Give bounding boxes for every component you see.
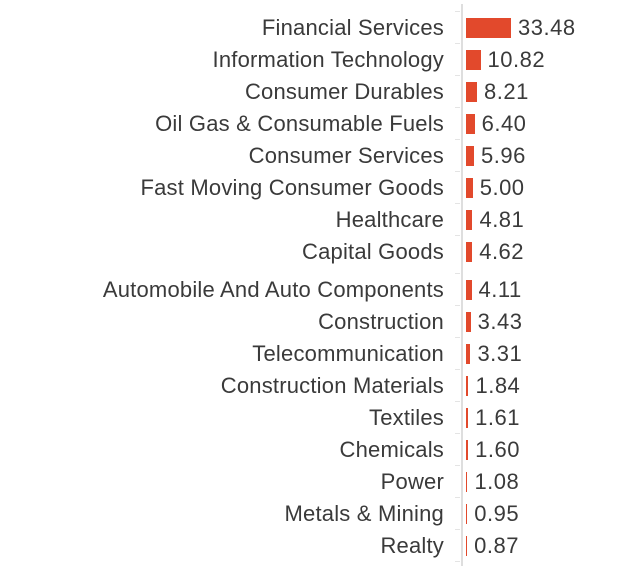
chart-row: Financial Services 33.48 xyxy=(0,11,617,44)
value-label: 33.48 xyxy=(518,15,576,40)
value-bar xyxy=(466,50,481,70)
value-bar xyxy=(466,408,469,428)
chart-row: Textiles 1.61 xyxy=(0,401,617,434)
value-label: 8.21 xyxy=(484,79,529,104)
chart-row: Construction 3.43 xyxy=(0,305,617,338)
value-label: 6.40 xyxy=(481,111,527,136)
category-label: Consumer Durables xyxy=(244,79,444,104)
category-label: Construction Materials xyxy=(220,373,444,398)
bar-track: 5.96 xyxy=(466,140,526,172)
bar-track: 0.95 xyxy=(466,498,519,530)
category-label: Construction xyxy=(318,309,444,334)
value-bar xyxy=(466,18,511,38)
value-label: 1.60 xyxy=(475,437,520,462)
category-label: Healthcare xyxy=(335,207,444,232)
chart-row: Consumer Services 5.96 xyxy=(0,139,617,172)
bar-track: 4.81 xyxy=(466,204,524,236)
bar-track: 10.82 xyxy=(466,44,545,76)
value-label: 4.81 xyxy=(479,207,525,232)
chart-row: Healthcare 4.81 xyxy=(0,203,617,236)
value-label: 10.82 xyxy=(487,47,546,72)
category-label: Fast Moving Consumer Goods xyxy=(140,175,444,200)
category-label: Textiles xyxy=(369,405,444,430)
bar-track: 3.43 xyxy=(466,306,522,338)
chart-row: Information Technology 10.82 xyxy=(0,43,617,76)
chart-row: Consumer Durables 8.21 xyxy=(0,75,617,108)
value-bar xyxy=(466,210,473,230)
chart-row: Telecommunication 3.31 xyxy=(0,337,617,370)
value-bar xyxy=(466,376,469,396)
chart-row: Oil Gas & Consumable Fuels 6.40 xyxy=(0,107,617,140)
category-label: Power xyxy=(380,469,444,494)
category-label: Financial Services xyxy=(261,15,444,40)
bar-track: 4.62 xyxy=(466,236,524,268)
value-bar xyxy=(466,280,472,300)
bar-track: 5.00 xyxy=(466,172,525,204)
chart-row: Power 1.08 xyxy=(0,465,617,498)
value-bar xyxy=(466,242,473,262)
chart-rows: Financial Services 33.48 Information Tec… xyxy=(0,4,617,566)
category-label: Capital Goods xyxy=(301,239,444,264)
bar-track: 8.21 xyxy=(466,76,529,108)
value-bar xyxy=(466,114,475,134)
category-label: Automobile And Auto Components xyxy=(102,277,444,302)
chart-row: Construction Materials 1.84 xyxy=(0,369,617,402)
value-bar xyxy=(466,536,468,556)
category-label: Metals & Mining xyxy=(284,501,444,526)
value-label: 3.43 xyxy=(477,309,523,334)
chart-row: Automobile And Auto Components 4.11 xyxy=(0,273,617,306)
value-label: 0.87 xyxy=(474,533,519,558)
bar-track: 1.84 xyxy=(466,370,520,402)
value-bar xyxy=(466,146,474,166)
value-label: 5.96 xyxy=(481,143,526,168)
bar-track: 6.40 xyxy=(466,108,526,140)
bar-track: 33.48 xyxy=(466,12,576,44)
category-label: Information Technology xyxy=(212,47,444,72)
chart-row: Chemicals 1.60 xyxy=(0,433,617,466)
value-bar xyxy=(466,178,473,198)
bar-track: 4.11 xyxy=(466,274,522,306)
bar-track: 1.60 xyxy=(466,434,520,466)
y-axis-line xyxy=(461,4,463,566)
value-label: 4.11 xyxy=(478,277,522,302)
value-label: 1.08 xyxy=(474,469,520,494)
chart-row: Metals & Mining 0.95 xyxy=(0,497,617,530)
value-bar xyxy=(466,504,468,524)
category-label: Consumer Services xyxy=(248,143,444,168)
category-label: Realty xyxy=(380,533,444,558)
bar-track: 1.61 xyxy=(466,402,520,434)
chart-row: Realty 0.87 xyxy=(0,529,617,562)
category-label: Chemicals xyxy=(339,437,444,462)
chart-row: Fast Moving Consumer Goods 5.00 xyxy=(0,171,617,204)
value-bar xyxy=(466,82,478,102)
value-bar xyxy=(466,344,471,364)
value-label: 1.61 xyxy=(475,405,520,430)
category-label: Oil Gas & Consumable Fuels xyxy=(155,111,444,136)
value-label: 1.84 xyxy=(475,373,521,398)
chart-row: Capital Goods 4.62 xyxy=(0,235,617,268)
bar-track: 1.08 xyxy=(466,466,519,498)
value-bar xyxy=(466,312,471,332)
value-bar xyxy=(466,472,468,492)
value-bar xyxy=(466,440,469,460)
value-label: 0.95 xyxy=(474,501,520,526)
value-label: 4.62 xyxy=(479,239,525,264)
bar-track: 3.31 xyxy=(466,338,522,370)
value-label: 3.31 xyxy=(477,341,523,366)
category-label: Telecommunication xyxy=(252,341,444,366)
bar-track: 0.87 xyxy=(466,530,519,562)
value-label: 5.00 xyxy=(479,175,525,200)
